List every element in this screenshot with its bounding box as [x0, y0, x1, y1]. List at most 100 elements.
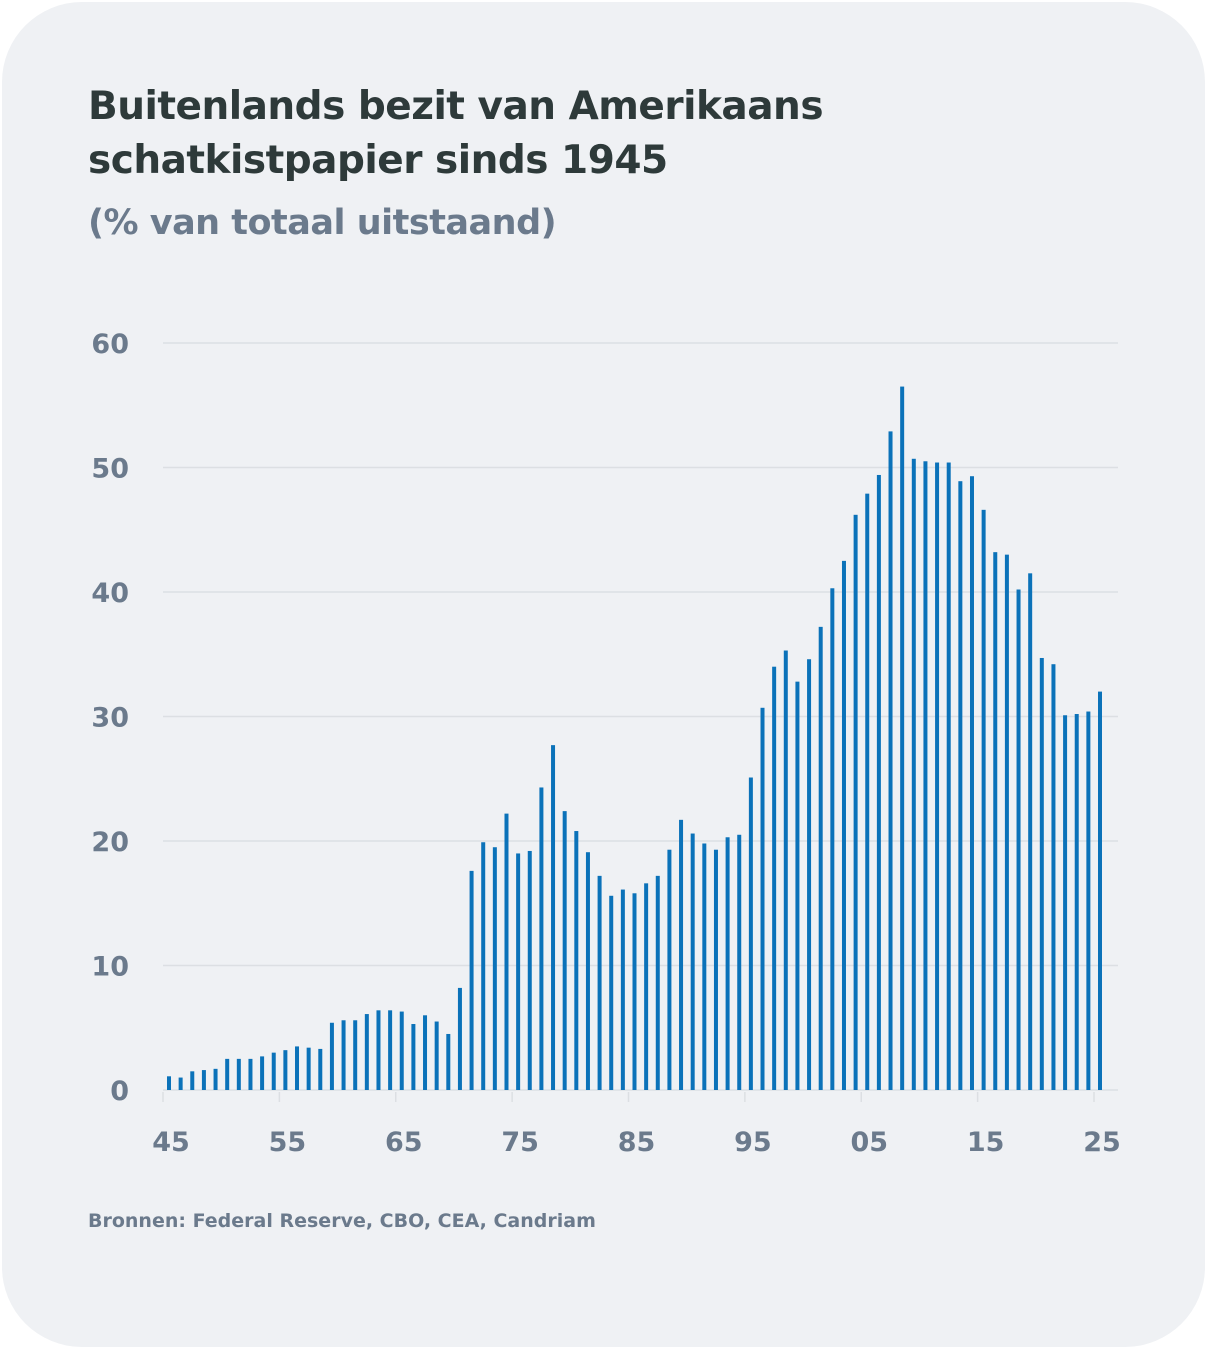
bar-1983	[609, 895, 614, 1090]
bar-2022	[1063, 715, 1068, 1090]
bar-2024	[1086, 711, 1091, 1090]
bar-1963	[376, 1010, 381, 1090]
bar-1950	[225, 1058, 230, 1090]
bar-2001	[818, 626, 823, 1090]
bar-1959	[329, 1022, 334, 1090]
bar-1981	[585, 852, 590, 1090]
bar-2020	[1039, 657, 1044, 1090]
bar-2019	[1028, 573, 1033, 1090]
x-axis: 45 55 65 75 85 95 05 15 25	[152, 1092, 1121, 1158]
bar-2010	[923, 461, 928, 1090]
bar-1974	[504, 813, 509, 1090]
y-tick-label: 50	[91, 454, 129, 485]
bar-2017	[1004, 554, 1009, 1090]
bar-1945	[167, 1076, 171, 1090]
bar-1969	[446, 1033, 451, 1090]
bar-1996	[760, 707, 765, 1090]
x-tick-label: 15	[967, 1127, 1005, 1158]
bar-2008	[900, 386, 905, 1090]
bar-1975	[516, 853, 521, 1090]
bar-2003	[841, 560, 846, 1090]
bar-2005	[865, 493, 870, 1090]
bar-1992	[713, 849, 718, 1090]
bar-1961	[353, 1020, 358, 1090]
bar-1966	[411, 1024, 416, 1090]
bar-1958	[318, 1048, 323, 1090]
bar-2023	[1074, 714, 1079, 1090]
bar-1947	[190, 1071, 195, 1090]
bar-1986	[644, 883, 649, 1090]
bar-1980	[574, 831, 579, 1090]
y-tick-label: 10	[91, 952, 129, 983]
bar-1999	[795, 681, 800, 1090]
x-tick-label: 25	[1083, 1127, 1121, 1158]
y-tick-label: 40	[91, 578, 129, 609]
bar-1968	[434, 1021, 439, 1090]
bar-1994	[737, 834, 742, 1090]
bar-2011	[935, 462, 940, 1090]
bar-1984	[620, 889, 625, 1090]
bar-1960	[341, 1020, 346, 1090]
y-axis: 0 10 20 30 40 50 60	[91, 329, 129, 1107]
bar-1990	[690, 833, 695, 1090]
bar-2002	[830, 588, 835, 1090]
bar-1954	[271, 1052, 276, 1090]
bar-1979	[562, 811, 567, 1090]
bar-2006	[876, 474, 881, 1091]
bar-2009	[911, 458, 916, 1090]
bar-2025	[1098, 691, 1102, 1090]
gridlines	[163, 342, 1118, 1091]
y-tick-label: 0	[110, 1076, 129, 1107]
bar-1978	[551, 745, 556, 1090]
bar-1973	[492, 847, 497, 1090]
bar-1977	[539, 787, 544, 1090]
y-tick-label: 20	[91, 827, 129, 858]
bar-1957	[306, 1047, 311, 1090]
bar-1965	[399, 1011, 404, 1090]
y-tick-label: 60	[91, 329, 129, 360]
bar-1962	[364, 1014, 369, 1090]
bar-1949	[213, 1068, 218, 1090]
x-tick-label: 95	[734, 1127, 772, 1158]
bar-1991	[702, 843, 707, 1090]
bar-1987	[655, 875, 660, 1090]
bar-2021	[1051, 664, 1056, 1090]
bars	[167, 386, 1102, 1091]
chart-subtitle: (% van totaal uitstaand)	[88, 203, 557, 243]
bar-1967	[423, 1015, 428, 1090]
bar-2014	[969, 476, 974, 1091]
bar-1952	[248, 1058, 253, 1090]
bar-1955	[283, 1050, 288, 1090]
bar-1964	[388, 1010, 393, 1090]
bar-2012	[946, 462, 951, 1090]
bar-2016	[993, 552, 998, 1090]
y-tick-label: 30	[91, 703, 129, 734]
x-tick-label: 75	[501, 1127, 539, 1158]
source-note: Bronnen: Federal Reserve, CBO, CEA, Cand…	[88, 1210, 596, 1232]
bar-1985	[632, 893, 637, 1090]
bar-1971	[469, 870, 474, 1090]
bar-1956	[295, 1046, 300, 1090]
bar-1951	[236, 1058, 241, 1090]
x-tick-label: 05	[850, 1127, 888, 1158]
chart-title: Buitenlands bezit van Amerikaans schatki…	[88, 84, 824, 183]
x-tick-label: 85	[618, 1127, 656, 1158]
bar-1993	[725, 837, 730, 1090]
bar-1953	[260, 1056, 265, 1090]
x-tick-label: 45	[152, 1127, 190, 1158]
bar-1972	[481, 842, 486, 1090]
bar-2013	[958, 481, 963, 1090]
bar-2018	[1016, 589, 1021, 1090]
bar-1982	[597, 875, 602, 1090]
bar-1970	[457, 987, 462, 1090]
bar-1989	[679, 819, 684, 1090]
bar-2015	[981, 509, 986, 1091]
bar-2004	[853, 514, 858, 1090]
bar-1948	[201, 1070, 206, 1090]
bar-1998	[783, 650, 788, 1090]
x-tick-label: 55	[269, 1127, 307, 1158]
bar-2007	[888, 431, 893, 1090]
x-tick-label: 65	[385, 1127, 423, 1158]
